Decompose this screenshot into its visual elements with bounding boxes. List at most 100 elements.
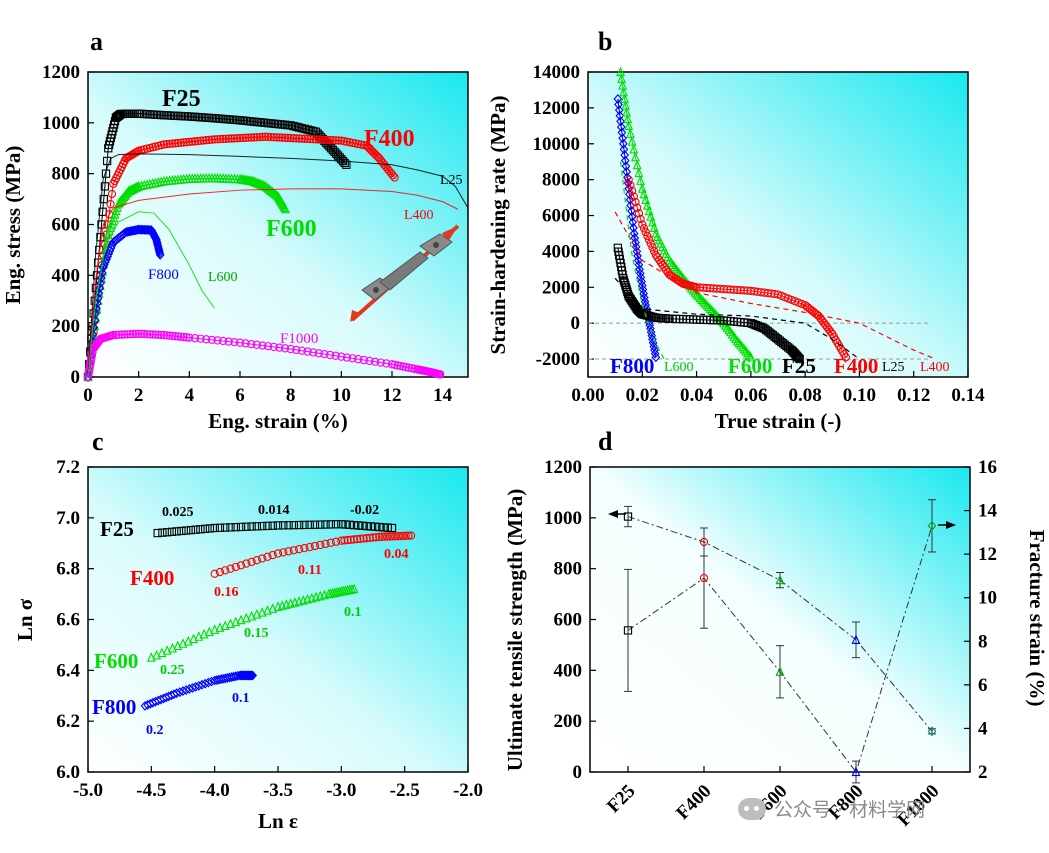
c-label-F25: F25 (100, 517, 134, 541)
c-label-F600: F600 (94, 649, 138, 673)
b-series-F600-point (670, 261, 679, 272)
a-label-F1000: F1000 (280, 331, 318, 347)
d-series-1-point (851, 766, 861, 777)
c-series-F25-point (153, 528, 162, 538)
c-series-F400-point (385, 532, 395, 541)
c-series-F25-point (273, 521, 283, 530)
a-series-F1000-point (120, 330, 129, 339)
x-tick-label: -2.5 (390, 780, 420, 801)
a-series-F600-point (153, 177, 163, 187)
a-series-F1000-point (280, 344, 290, 353)
a-series-F400-point (216, 134, 225, 144)
b-series-F400-point (636, 214, 645, 224)
c-series-F400-point (284, 547, 293, 556)
c-series-F800-point (245, 670, 254, 681)
a-series-F1000-point (218, 336, 228, 346)
a-label-F600: F600 (266, 216, 317, 242)
c-series-F400-point (359, 534, 368, 543)
d-series-0-point (927, 726, 937, 737)
b-series-F800-point (632, 246, 642, 257)
c-series-F400-point (388, 532, 397, 541)
c-series-F600-point (268, 603, 278, 613)
b-series-F600-point (744, 349, 754, 360)
c-series-F25-point (215, 523, 225, 532)
c-series-F800-point (204, 677, 213, 688)
c-series-F400-point (247, 557, 256, 567)
c-series-F800-point (172, 688, 181, 699)
y-tick-label: 6.6 (56, 610, 80, 631)
c-series-F600-point (349, 583, 359, 594)
b-series-F800-point (618, 138, 628, 149)
c-series-F25-point (289, 520, 298, 530)
a-series-F1000-point (86, 360, 95, 369)
a-series-F1000-point (148, 330, 157, 339)
d-y-tick-label: 400 (554, 660, 583, 681)
x-tick-label: 8 (286, 385, 296, 406)
c-series-F400-point (226, 564, 235, 573)
a-series-F400-point (168, 139, 177, 148)
c-series-F25-point (196, 525, 205, 534)
b-series-F800-point (633, 255, 643, 266)
y-tick-label: -2000 (536, 349, 580, 370)
c-series-F400-point (398, 531, 408, 541)
a-series-F400-point (278, 133, 287, 142)
b-series-F400-point (648, 243, 657, 252)
right-axis-arrow (946, 521, 956, 529)
c-series-F25-point (321, 520, 330, 529)
a-series-F25-point (300, 124, 309, 134)
a-series-F1000-point (137, 329, 146, 339)
b-series-F600-point (624, 120, 634, 130)
a-series-F400-point (165, 139, 174, 149)
c-series-F400-point (362, 534, 371, 543)
c-series-F25-point (354, 521, 363, 530)
b-series-F800-point (631, 237, 640, 248)
b-series-F800-point (622, 166, 632, 177)
d-y2-tick-label: 8 (978, 631, 988, 652)
c-series-F400-point (300, 543, 309, 553)
b-series-F400-point (638, 220, 647, 229)
a-series-F600-point (142, 179, 152, 189)
b-series-F800-point (635, 264, 644, 275)
a-series-F25-point (100, 182, 110, 191)
a-series-F800-point (98, 267, 107, 278)
b-series-F600-point (705, 303, 715, 313)
a-series-F400-point (266, 132, 276, 142)
a-series-F1000-point (258, 341, 267, 350)
a-series-F400-point (233, 134, 242, 143)
a-series-F400-point (179, 138, 188, 147)
b-series-F600-point (625, 128, 635, 138)
c-slope-label: 0.04 (384, 547, 409, 562)
d-series-1-point (775, 666, 785, 676)
y-tick-label: 600 (52, 215, 81, 236)
a-label-L25: L25 (440, 173, 463, 188)
a-series-F800-point (155, 250, 165, 260)
a-series-F400-point (292, 134, 301, 143)
d-y2-tick-label: 6 (978, 675, 988, 696)
y-tick-label: 14000 (533, 62, 581, 83)
b-series-F600-point (710, 308, 720, 319)
a-series-F600-point (131, 182, 141, 192)
a-series-F400-point (323, 135, 332, 145)
c-series-F25-point (387, 523, 397, 533)
y-tick-label: 12000 (533, 98, 581, 119)
a-series-F1000-point (292, 345, 301, 355)
c-slope-label: 0.1 (232, 691, 250, 706)
d-y-tick-label: 1200 (544, 457, 582, 478)
a-series-F400-point (185, 137, 194, 147)
x-tick-label: -2.0 (453, 780, 483, 801)
b-series-F800-point (613, 93, 623, 104)
x-tick-label: 0.06 (734, 385, 767, 406)
a-x-axis-label: Eng. strain (%) (208, 409, 347, 433)
c-series-F25-point (300, 520, 309, 530)
x-tick-label: 0.00 (571, 385, 604, 406)
x-tick-label: -4.0 (200, 780, 230, 801)
a-series-F400-point (196, 136, 205, 145)
b-series-F600-point (664, 254, 674, 265)
a-series-L600-line (87, 211, 216, 378)
b-series-F800-point (633, 250, 642, 261)
c-series-F400-point (396, 531, 405, 541)
a-series-F400-point (221, 134, 231, 143)
c-series-F25-point (177, 526, 186, 536)
b-series-F400-point (639, 224, 649, 233)
b-series-F600-point (736, 339, 746, 350)
